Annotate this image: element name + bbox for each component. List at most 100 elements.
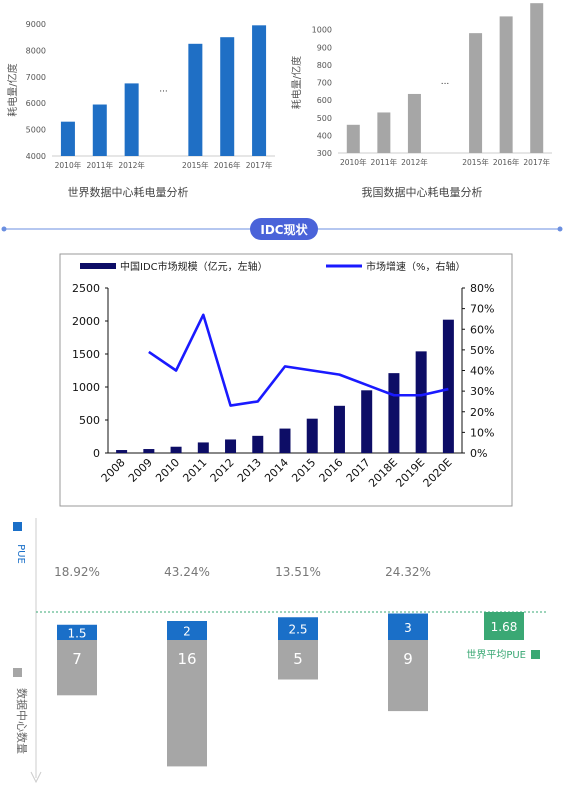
y-tick-label: 9000 bbox=[26, 20, 46, 29]
y-right-tick-label: 40% bbox=[470, 365, 494, 378]
y-left-tick-label: 0 bbox=[93, 447, 100, 460]
bar bbox=[170, 446, 182, 453]
y-tick-label: 500 bbox=[317, 114, 332, 123]
bar bbox=[388, 373, 400, 453]
y-left-tick-label: 1000 bbox=[72, 381, 100, 394]
y-right-tick-label: 10% bbox=[470, 426, 494, 439]
bar bbox=[197, 442, 209, 453]
y-right-tick-label: 70% bbox=[470, 303, 494, 316]
count-bar bbox=[278, 640, 318, 680]
percentage-label: 13.51% bbox=[275, 565, 321, 579]
bar bbox=[499, 16, 513, 153]
bar bbox=[124, 83, 139, 156]
pue-bar bbox=[388, 613, 428, 640]
count-bar bbox=[388, 640, 428, 712]
y-left-tick-label: 2000 bbox=[72, 315, 100, 328]
x-tick-label: 2016年 bbox=[214, 160, 241, 170]
bar bbox=[333, 405, 345, 453]
count-value: 16 bbox=[177, 650, 196, 668]
y-tick-label: 4000 bbox=[26, 152, 46, 161]
bar bbox=[252, 435, 264, 453]
pue-value: 1.5 bbox=[67, 626, 86, 640]
bar bbox=[225, 439, 237, 453]
chart-title: 我国数据中心耗电量分析 bbox=[362, 185, 483, 199]
y-right-tick-label: 20% bbox=[470, 406, 494, 419]
bar bbox=[188, 43, 203, 156]
y-tick-label: 700 bbox=[317, 79, 332, 88]
bar bbox=[377, 112, 391, 153]
percentage-label: 24.32% bbox=[385, 565, 431, 579]
world-pue-value: 1.68 bbox=[491, 620, 518, 634]
pue-legend-swatch bbox=[13, 522, 22, 531]
y-axis-title: 耗电量/亿度 bbox=[6, 63, 19, 116]
world-pue-swatch bbox=[531, 650, 540, 659]
y-tick-label: 300 bbox=[317, 149, 332, 158]
x-tick-label: 2012年 bbox=[401, 157, 428, 167]
count-value: 9 bbox=[403, 650, 413, 668]
x-tick-label: 2010年 bbox=[55, 160, 82, 170]
y-left-tick-label: 500 bbox=[79, 414, 100, 427]
count-legend-swatch bbox=[13, 668, 22, 677]
x-tick-label: 2011年 bbox=[86, 160, 113, 170]
x-tick-label: 2015年 bbox=[462, 157, 489, 167]
pue-bar bbox=[57, 624, 97, 640]
pue-bar bbox=[167, 621, 207, 640]
chart-title: 世界数据中心耗电量分析 bbox=[68, 185, 189, 199]
percentage-label: 18.92% bbox=[54, 565, 100, 579]
count-bar bbox=[167, 640, 207, 767]
y-tick-label: 5000 bbox=[26, 126, 46, 135]
bar bbox=[442, 319, 454, 453]
world-pue-label: 世界平均PUE bbox=[466, 649, 526, 661]
count-legend-label: 数据中心数量 bbox=[15, 688, 29, 754]
legend-bar-label: 中国IDC市场规模（亿元，左轴） bbox=[120, 260, 268, 273]
y-right-tick-label: 60% bbox=[470, 323, 494, 336]
y-right-tick-label: 50% bbox=[470, 344, 494, 357]
x-tick-label: 2016年 bbox=[493, 157, 520, 167]
y-right-tick-label: 30% bbox=[470, 385, 494, 398]
bar bbox=[415, 351, 427, 453]
bar bbox=[407, 93, 421, 153]
x-tick-label: 2017年 bbox=[523, 157, 550, 167]
y-tick-label: 7000 bbox=[26, 73, 46, 82]
y-tick-label: 400 bbox=[317, 131, 332, 140]
x-tick-label: 2010年 bbox=[340, 157, 367, 167]
bar bbox=[116, 450, 128, 453]
bar bbox=[306, 418, 318, 453]
pue-bar bbox=[278, 617, 318, 640]
section-badge-bg bbox=[250, 218, 318, 240]
bar bbox=[252, 25, 267, 156]
y-right-tick-label: 0% bbox=[470, 447, 487, 460]
idc-market-chart: 中国IDC市场规模（亿元，左轴） 市场增速（%，右轴） 0 500 1000 1500 20… bbox=[59, 253, 513, 507]
gap-marker: ··· bbox=[159, 87, 168, 97]
count-value: 5 bbox=[293, 650, 303, 668]
percentage-label: 43.24% bbox=[164, 565, 210, 579]
bar bbox=[530, 3, 544, 153]
bar bbox=[469, 33, 483, 153]
y-tick-label: 1000 bbox=[312, 26, 332, 35]
pue-chart: PUE 数据中心数量 1.5 7 18.92% 2 16 43.24% 2.5 5 13.51% 3 9… bbox=[13, 518, 548, 784]
bar bbox=[279, 428, 291, 453]
world-power-chart: 4000 5000 6000 7000 8000 9000 2010年 2011年 2012年 ·… bbox=[6, 20, 275, 199]
pue-legend-label: PUE bbox=[15, 544, 26, 564]
x-tick-label: 2011年 bbox=[371, 157, 398, 167]
y-left-tick-label: 1500 bbox=[72, 348, 100, 361]
section-badge: IDC现状 bbox=[260, 222, 308, 237]
bar bbox=[60, 121, 75, 156]
bar bbox=[346, 124, 360, 153]
y-tick-label: 8000 bbox=[26, 46, 46, 55]
pue-value: 2 bbox=[183, 625, 191, 639]
section-divider: IDC现状 bbox=[1, 218, 563, 240]
x-tick-label: 2012年 bbox=[118, 160, 145, 170]
chart-frame bbox=[59, 253, 513, 507]
y-tick-label: 900 bbox=[317, 43, 332, 52]
x-tick-label: 2017年 bbox=[246, 160, 273, 170]
y-right-tick-label: 80% bbox=[470, 282, 494, 295]
x-tick-label: 2015年 bbox=[182, 160, 209, 170]
count-value: 7 bbox=[72, 650, 82, 668]
legend-bar-swatch bbox=[80, 263, 116, 269]
y-tick-label: 800 bbox=[317, 61, 332, 70]
axis-arrow bbox=[30, 771, 42, 784]
y-axis-title: 耗电量/亿度 bbox=[290, 56, 303, 109]
legend-line-label: 市场增速（%，右轴） bbox=[366, 260, 466, 273]
growth-line bbox=[148, 313, 449, 407]
